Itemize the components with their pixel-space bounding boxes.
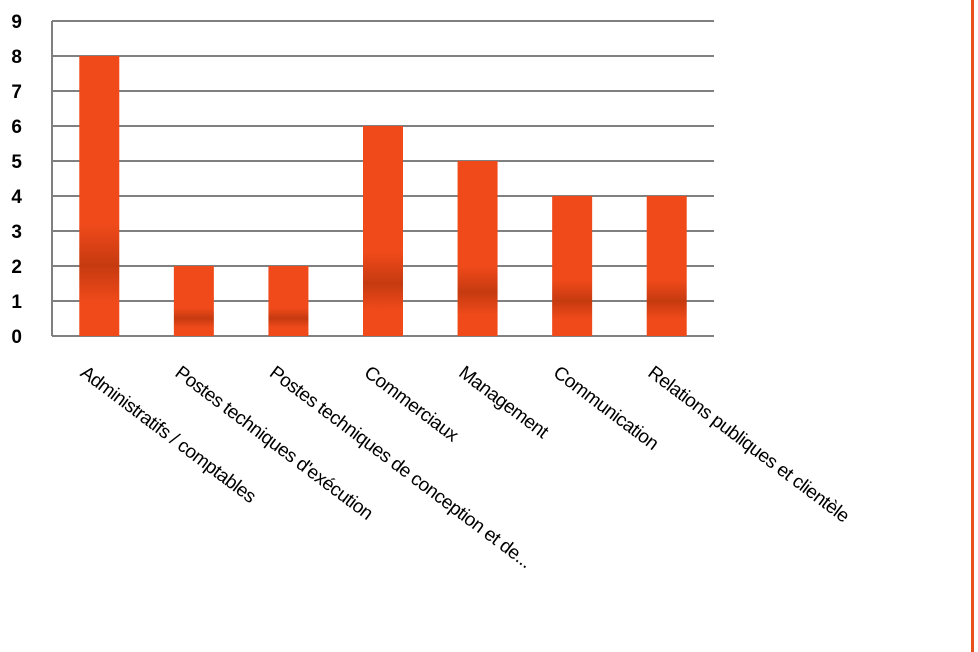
x-tick-label: Relations publiques et clientèle	[644, 362, 853, 527]
bars	[79, 56, 687, 336]
x-tick-label: Management	[455, 362, 553, 443]
bar	[268, 266, 309, 336]
bar	[457, 161, 498, 336]
x-tick-label: Administratifs / comptables	[76, 362, 259, 507]
bar	[363, 126, 403, 336]
x-tick-label: Commerciaux	[360, 362, 463, 447]
y-tick-label: 2	[11, 257, 22, 278]
right-border-line	[971, 0, 974, 652]
y-tick-label: 7	[11, 82, 22, 103]
y-tick-label: 6	[11, 117, 22, 138]
y-tick-label: 8	[11, 47, 22, 68]
bar	[173, 266, 214, 336]
bar	[552, 196, 593, 336]
y-tick-label: 9	[11, 12, 22, 33]
y-tick-label: 0	[11, 327, 22, 348]
bar	[79, 56, 120, 336]
y-tick-label: 5	[11, 152, 22, 173]
y-tick-label: 4	[11, 187, 22, 208]
bar	[646, 196, 687, 336]
y-tick-label: 1	[11, 292, 22, 313]
x-tick-label: Postes techniques d'exécution	[171, 362, 377, 524]
y-axis-ticks: 0 1 2 3 4 5 6 7 8 9	[11, 12, 22, 348]
y-tick-label: 3	[11, 222, 22, 243]
